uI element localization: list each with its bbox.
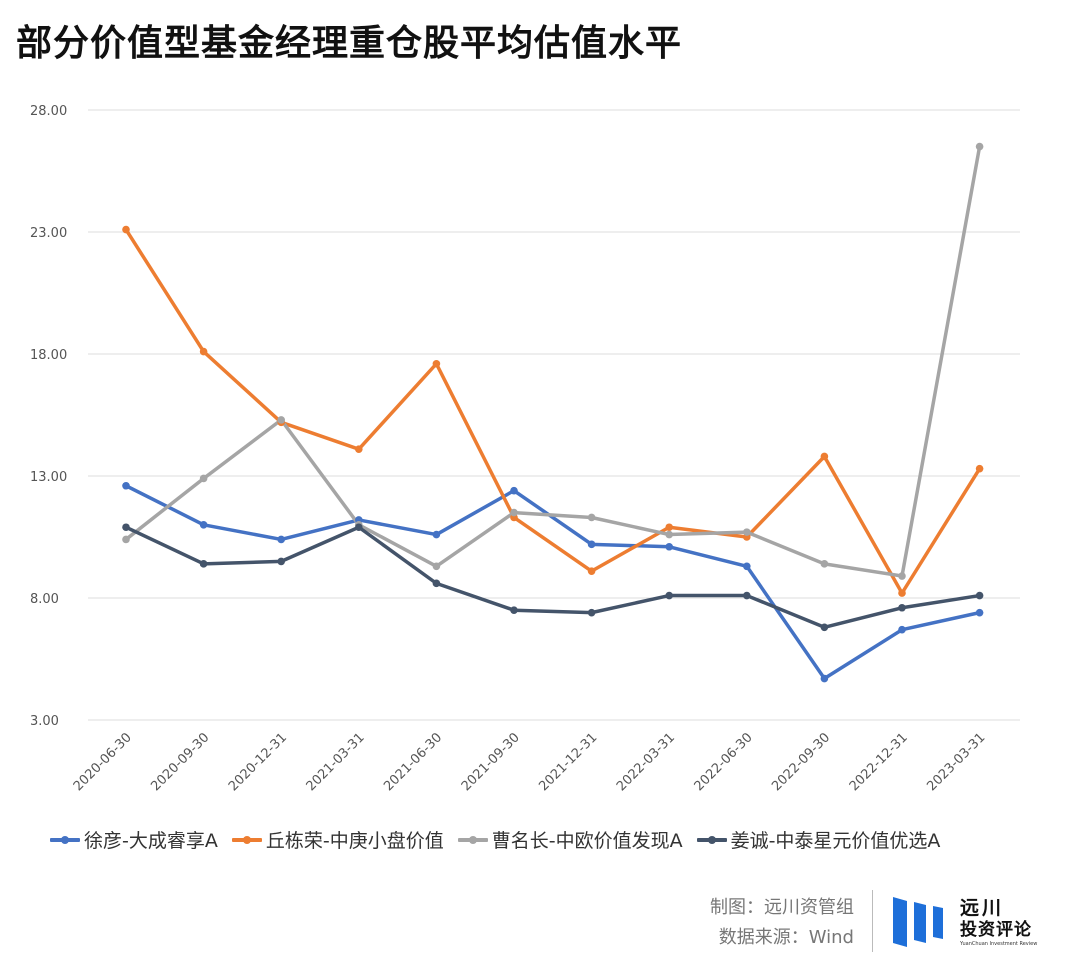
data-point (587, 513, 596, 522)
data-point (665, 542, 673, 551)
data-point (122, 481, 130, 490)
data-point (587, 540, 596, 549)
x-tick-label: 2020-06-30 (71, 730, 135, 794)
x-tick-label: 2021-06-30 (381, 730, 445, 794)
legend-item: 曹名长-中欧价值发现A (457, 826, 683, 853)
data-point (898, 625, 906, 634)
data-point (355, 445, 363, 453)
data-point (122, 225, 130, 234)
legend-label: 姜诚-中泰星元价值优选A (730, 830, 941, 852)
series-lines (124, 144, 982, 681)
data-point (743, 562, 751, 571)
data-point (432, 530, 441, 539)
legend: 徐彦-大成睿享A 丘栋荣-中庚小盘价值 曹名长-中欧价值发现A 姜诚-中泰星元价值优选… (50, 826, 954, 853)
legend-label: 徐彦-大成睿享A (84, 830, 218, 852)
gridlines (88, 109, 1020, 721)
x-tick-label: 2023-03-31 (924, 730, 988, 794)
y-tick-label: 28.00 (30, 104, 67, 119)
legend-label: 丘栋荣-中庚小盘价值 (265, 830, 444, 852)
logo-subtitle: 投资评论 (960, 920, 1032, 940)
credits: 制图：远川资管组 数据来源：Wind (710, 893, 854, 953)
data-point (898, 572, 906, 580)
data-point (975, 464, 984, 473)
data-point (975, 142, 984, 151)
data-point (432, 579, 441, 588)
legend-item: 徐彦-大成睿享A (50, 826, 218, 853)
data-point (277, 416, 286, 424)
legend-item: 姜诚-中泰星元价值优选A (696, 826, 941, 853)
data-point (122, 523, 130, 532)
data-point (743, 591, 751, 600)
data-point (820, 623, 829, 632)
data-point (277, 557, 286, 566)
x-tick-label: 2021-12-31 (536, 730, 600, 794)
legend-item: 丘栋荣-中庚小盘价值 (231, 826, 444, 853)
data-point (665, 523, 673, 532)
data-point (199, 474, 208, 483)
y-tick-label: 18.00 (30, 348, 67, 363)
data-point (355, 523, 363, 532)
x-tick-label: 2022-06-30 (692, 730, 756, 794)
legend-swatch (457, 833, 488, 847)
data-point (432, 562, 441, 571)
legend-swatch (696, 833, 727, 847)
x-tick-label: 2021-09-30 (459, 730, 523, 794)
data-point (510, 606, 518, 614)
data-point (587, 567, 596, 575)
data-point (975, 608, 984, 617)
legend-label: 曹名长-中欧价值发现A (491, 830, 683, 852)
data-point (122, 535, 130, 544)
data-point (199, 560, 208, 568)
y-tick-label: 13.00 (30, 470, 67, 485)
divider (872, 890, 873, 952)
data-point (820, 452, 829, 461)
data-point (510, 508, 518, 517)
logo-name: 远川 (960, 897, 1005, 919)
data-point (820, 674, 829, 683)
data-point (587, 608, 596, 617)
data-point (199, 521, 208, 529)
credit-source: 数据来源：Wind (718, 927, 854, 948)
logo-text: 远川 投资评论 YuanChuan Investment Review (960, 897, 1037, 947)
data-point (277, 535, 286, 544)
series-line-2 (124, 227, 982, 595)
x-tick-label: 2022-09-30 (769, 730, 833, 794)
chart-title: 部分价值型基金经理重仓股平均估值水平 (16, 23, 683, 64)
x-tick-label: 2020-12-31 (226, 730, 290, 794)
x-axis-ticks: 2020-06-30 2020-09-30 2020-12-31 2021-03-31… (71, 730, 989, 794)
data-point (199, 347, 208, 356)
data-point (820, 560, 829, 568)
data-point (898, 603, 906, 612)
data-point (510, 486, 518, 495)
y-tick-label: 3.00 (30, 714, 59, 729)
x-tick-label: 2020-09-30 (148, 730, 212, 794)
y-tick-label: 8.00 (30, 592, 59, 607)
data-point (743, 528, 751, 536)
data-point (898, 589, 906, 597)
data-point (665, 591, 673, 600)
x-tick-label: 2022-12-31 (847, 730, 911, 794)
series-line-4 (124, 525, 982, 630)
x-tick-label: 2021-03-31 (304, 730, 368, 794)
data-point (665, 530, 673, 539)
series-points (122, 142, 984, 683)
series-line-1 (124, 484, 982, 681)
data-point (432, 359, 441, 368)
y-axis-ticks: 3.00 8.00 13.00 18.00 23.00 28.00 (30, 104, 67, 729)
x-tick-label: 2022-03-31 (614, 730, 678, 794)
logo-tagline: YuanChuan Investment Review (960, 941, 1038, 947)
credit-maker: 制图：远川资管组 (710, 897, 854, 918)
legend-swatch (231, 833, 262, 847)
yuanchuan-logo-icon (893, 897, 943, 947)
legend-swatch (50, 833, 80, 847)
data-point (975, 591, 984, 600)
y-tick-label: 23.00 (30, 226, 67, 241)
series-line-3 (124, 144, 982, 578)
